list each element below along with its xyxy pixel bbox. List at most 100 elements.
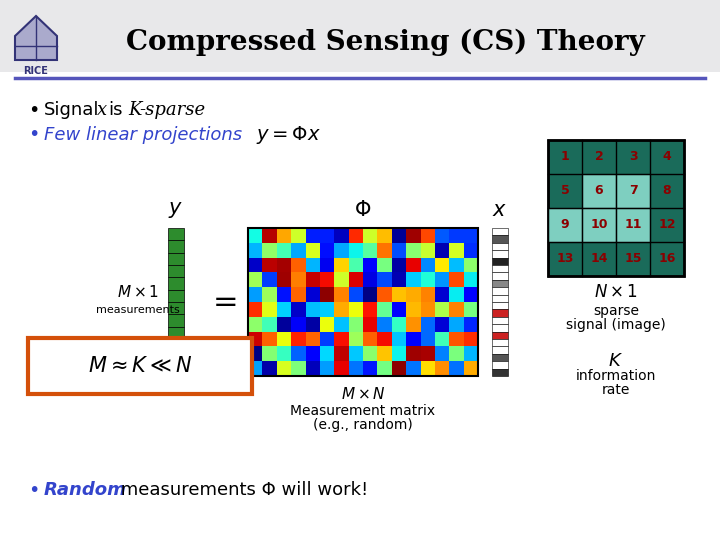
Bar [435, 287, 449, 302]
Bar [168, 314, 184, 327]
Bar [492, 309, 508, 317]
Text: rate: rate [602, 383, 630, 397]
Bar [168, 253, 184, 265]
Text: 5: 5 [561, 185, 570, 198]
Bar [348, 243, 363, 258]
Bar [363, 258, 377, 272]
Bar [406, 228, 420, 243]
Bar [348, 272, 363, 287]
Bar [377, 228, 392, 243]
Bar [334, 361, 348, 376]
Bar [334, 302, 348, 317]
Bar [492, 361, 508, 369]
Bar [320, 228, 334, 243]
Text: 11: 11 [624, 219, 642, 232]
Bar [492, 332, 508, 339]
Bar [276, 258, 291, 272]
Bar [406, 317, 420, 332]
Bar [492, 272, 508, 280]
Bar [320, 287, 334, 302]
Bar [377, 332, 392, 346]
Bar [168, 228, 184, 240]
Bar [377, 243, 392, 258]
Bar [248, 272, 262, 287]
Bar [291, 243, 305, 258]
Text: =: = [213, 287, 239, 316]
Bar [276, 332, 291, 346]
Text: 2: 2 [595, 151, 603, 164]
Bar [320, 346, 334, 361]
Bar [320, 317, 334, 332]
Bar [420, 332, 435, 346]
Bar [348, 258, 363, 272]
Bar [248, 317, 262, 332]
Bar [392, 346, 406, 361]
Bar [291, 228, 305, 243]
Bar [420, 243, 435, 258]
Bar [548, 208, 582, 242]
Bar [406, 272, 420, 287]
Bar [420, 346, 435, 361]
Bar [363, 228, 377, 243]
Text: RICE: RICE [24, 66, 48, 76]
Bar [291, 346, 305, 361]
Bar [492, 243, 508, 250]
Bar [449, 258, 464, 272]
Bar [291, 317, 305, 332]
Bar [305, 258, 320, 272]
Bar [435, 272, 449, 287]
Bar [291, 332, 305, 346]
Bar [392, 302, 406, 317]
Bar [582, 174, 616, 208]
Bar [262, 302, 276, 317]
Bar [616, 208, 650, 242]
Text: $M \times 1$: $M \times 1$ [117, 284, 159, 300]
Bar [334, 228, 348, 243]
Bar [168, 302, 184, 314]
Text: information: information [576, 369, 656, 383]
Bar [248, 346, 262, 361]
Bar [334, 258, 348, 272]
Bar [406, 302, 420, 317]
Bar [492, 228, 508, 235]
Bar [392, 287, 406, 302]
Bar [320, 258, 334, 272]
Bar [449, 346, 464, 361]
Bar [582, 208, 616, 242]
Bar [305, 361, 320, 376]
Bar [449, 272, 464, 287]
Bar [305, 228, 320, 243]
Bar [392, 228, 406, 243]
Bar [248, 287, 262, 302]
Text: Compressed Sensing (CS) Theory: Compressed Sensing (CS) Theory [125, 28, 644, 56]
Text: 15: 15 [624, 253, 642, 266]
Bar [348, 228, 363, 243]
Bar [464, 317, 478, 332]
Text: sparse: sparse [593, 304, 639, 318]
Bar [492, 302, 508, 309]
Bar [377, 361, 392, 376]
Bar [248, 302, 262, 317]
Bar [406, 258, 420, 272]
Bar [248, 228, 262, 243]
Bar [348, 346, 363, 361]
Bar [0, 0, 720, 72]
Text: 12: 12 [658, 219, 676, 232]
Bar [392, 258, 406, 272]
Text: measurements Φ will work!: measurements Φ will work! [115, 481, 368, 499]
Text: $y = \Phi x$: $y = \Phi x$ [256, 124, 321, 146]
Text: measurements: measurements [96, 305, 180, 315]
Bar [435, 228, 449, 243]
Bar [276, 346, 291, 361]
Bar [420, 361, 435, 376]
Bar [348, 302, 363, 317]
Bar [420, 302, 435, 317]
Bar [168, 240, 184, 253]
Bar [377, 317, 392, 332]
Bar [464, 243, 478, 258]
Text: 9: 9 [561, 219, 570, 232]
Bar [435, 332, 449, 346]
Bar [406, 287, 420, 302]
Text: (e.g., random): (e.g., random) [313, 418, 413, 432]
Bar [320, 272, 334, 287]
